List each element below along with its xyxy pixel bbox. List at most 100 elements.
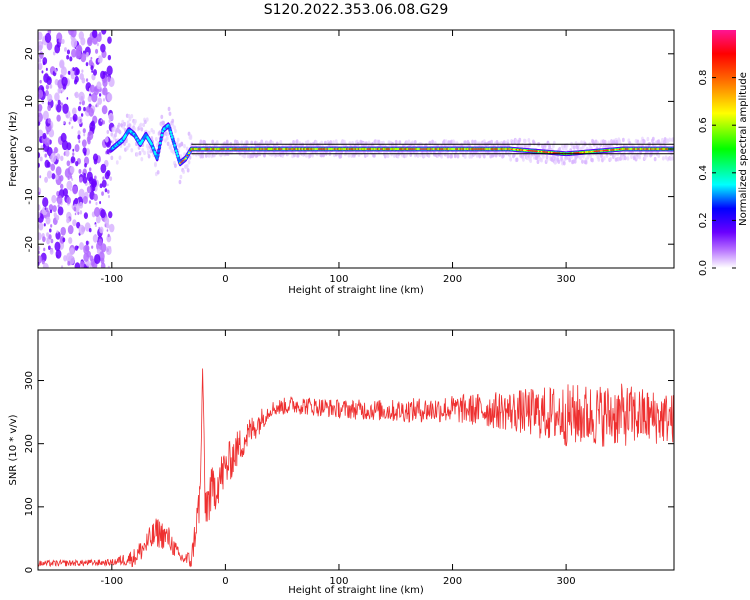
- noise-blob: [58, 38, 62, 43]
- noise-blob: [61, 139, 69, 151]
- x-tick-label: 100: [329, 274, 348, 285]
- noise-blob: [60, 74, 63, 79]
- spectral-halo: [124, 138, 128, 144]
- noise-blob: [83, 156, 90, 165]
- colorbar-tick-label: 0.0: [698, 260, 709, 276]
- noise-blob: [79, 177, 83, 183]
- noise-blob: [87, 130, 94, 141]
- noise-blob: [104, 188, 108, 193]
- snr-x-ticks: -100 0 100 200 300: [100, 330, 576, 587]
- noise-blob: [46, 41, 53, 51]
- spectral-halo: [444, 139, 448, 144]
- noise-blob: [100, 43, 106, 53]
- noise-blob: [96, 81, 102, 90]
- noise-blob: [39, 79, 42, 84]
- noise-blob: [78, 91, 85, 102]
- snr-plot-area: [38, 330, 674, 570]
- noise-blob: [41, 259, 45, 265]
- spectral-halo: [364, 141, 368, 146]
- noise-blob: [76, 221, 81, 229]
- spectral-halo: [111, 140, 115, 145]
- noise-blob: [54, 92, 60, 102]
- colorbar-tick-label: 0.8: [698, 70, 709, 86]
- spectral-halo: [478, 154, 482, 159]
- spectral-halo: [557, 159, 561, 165]
- spectral-halo: [322, 152, 325, 157]
- spectral-halo: [113, 126, 116, 131]
- spectral-halo: [154, 136, 158, 142]
- spectral-halo: [174, 128, 177, 134]
- noise-blob: [41, 86, 44, 91]
- spectral-halo: [118, 129, 122, 135]
- y-tick-label: 0: [24, 146, 35, 152]
- noise-blob: [61, 76, 68, 87]
- spectral-halo: [579, 155, 583, 161]
- noise-blob: [91, 69, 94, 73]
- spectral-halo: [166, 141, 170, 146]
- noise-blob: [70, 68, 73, 72]
- spectral-peak: [172, 141, 176, 145]
- noise-blob: [79, 261, 85, 268]
- noise-blob: [66, 54, 70, 60]
- noise-blob: [93, 207, 101, 217]
- noise-blob: [78, 188, 85, 199]
- spectral-halo: [646, 136, 650, 142]
- spectral-halo: [589, 153, 593, 159]
- noise-blob: [44, 137, 51, 147]
- snr-panel: -100 0 100 200 300 0 100 200 300 Height of stra…: [8, 329, 675, 596]
- noise-blob: [85, 62, 89, 67]
- spectral-halo: [377, 139, 381, 144]
- spectral-halo: [621, 137, 625, 143]
- spectral-halo: [523, 143, 527, 149]
- spectral-halo: [504, 150, 508, 156]
- spectral-halo: [671, 137, 674, 142]
- noise-blob: [43, 223, 46, 227]
- noise-blob: [75, 50, 81, 60]
- spectral-halo: [348, 141, 352, 146]
- spectral-halo: [509, 157, 513, 162]
- spectral-halo: [147, 130, 151, 136]
- spectral-halo: [581, 159, 584, 164]
- noise-blob: [83, 106, 86, 112]
- colorbar-tick-label: 0.2: [698, 212, 709, 228]
- spectral-peak: [167, 125, 171, 129]
- spectral-halo: [581, 144, 585, 149]
- spectral-peak: [173, 143, 176, 147]
- spectral-halo: [165, 136, 169, 141]
- spectral-peak: [155, 156, 159, 160]
- noise-blob: [53, 146, 58, 154]
- noise-blob: [91, 245, 94, 249]
- noise-blob: [81, 77, 86, 84]
- noise-blob: [52, 205, 57, 213]
- spectral-halo: [545, 157, 549, 163]
- spectrogram-y-label: Frequency (Hz): [8, 111, 19, 187]
- noise-blob: [108, 112, 114, 121]
- spectral-halo: [179, 154, 183, 159]
- spectral-halo: [122, 125, 126, 130]
- noise-blob: [42, 236, 46, 243]
- noise-blob: [100, 208, 106, 219]
- spectral-max: [186, 154, 189, 157]
- noise-blob: [66, 196, 72, 205]
- noise-blob: [94, 223, 97, 228]
- spectral-halo: [110, 155, 114, 161]
- noise-blob: [79, 101, 82, 105]
- noise-blob: [38, 204, 41, 211]
- x-tick-label: 0: [222, 576, 228, 587]
- noise-blob: [97, 97, 103, 105]
- noise-blob: [99, 226, 104, 234]
- noise-blob: [80, 113, 84, 117]
- spectral-halo: [626, 156, 630, 161]
- noise-blob: [57, 99, 61, 105]
- noise-blob: [44, 32, 52, 44]
- noise-blob: [42, 57, 48, 65]
- spectral-halo: [128, 116, 132, 122]
- colorbar-gradient: [712, 30, 736, 268]
- spectral-halo: [199, 139, 203, 144]
- spectral-halo: [540, 158, 543, 163]
- noise-blob: [60, 66, 67, 76]
- spectral-halo: [154, 162, 157, 168]
- spectral-halo: [545, 154, 549, 160]
- noise-blob: [91, 92, 98, 103]
- spectral-halo: [431, 139, 434, 144]
